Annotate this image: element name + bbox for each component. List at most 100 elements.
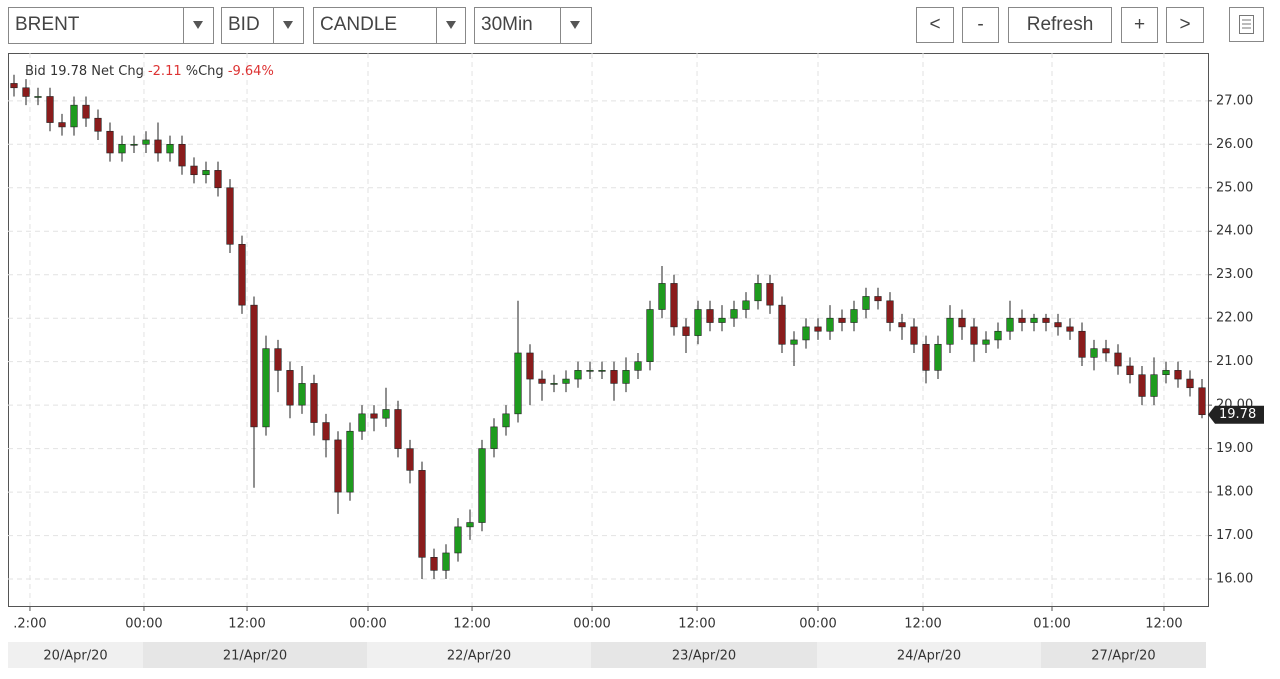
side-label: BID bbox=[228, 14, 260, 35]
candle-body bbox=[1030, 317, 1038, 323]
candle-body bbox=[826, 317, 834, 332]
date-label: 21/Apr/20 bbox=[223, 649, 287, 664]
interval-dropdown[interactable]: 30Min bbox=[474, 7, 592, 44]
candle-body bbox=[118, 143, 126, 154]
y-tick-label: 19.00 bbox=[1216, 441, 1253, 456]
candle-body bbox=[970, 326, 978, 345]
candle-body bbox=[34, 96, 42, 98]
candle-body bbox=[1090, 348, 1098, 358]
candle-body bbox=[790, 339, 798, 345]
candle-body bbox=[1174, 370, 1182, 380]
candle-body bbox=[1126, 365, 1134, 376]
candle-body bbox=[670, 283, 678, 328]
candle-body bbox=[658, 283, 666, 310]
x-tick-label: 01:00 bbox=[1033, 617, 1070, 632]
candle-body bbox=[502, 413, 510, 428]
side-dropdown[interactable]: BID bbox=[221, 7, 304, 44]
candle-body bbox=[10, 83, 18, 89]
nav-button[interactable]: Refresh bbox=[1008, 7, 1112, 43]
net-value: -2.11 bbox=[148, 64, 182, 79]
candle-body bbox=[1066, 326, 1074, 332]
candle-body bbox=[730, 309, 738, 319]
candle-body bbox=[586, 370, 594, 372]
candle-body bbox=[214, 170, 222, 189]
y-tick-label: 18.00 bbox=[1216, 485, 1253, 500]
date-band bbox=[817, 642, 1041, 668]
date-label: 27/Apr/20 bbox=[1091, 649, 1155, 664]
x-tick-label: 00:00 bbox=[573, 617, 610, 632]
button-frame bbox=[916, 7, 954, 43]
plot-area bbox=[8, 53, 1209, 607]
settings-button[interactable] bbox=[1229, 7, 1264, 42]
style-label: CANDLE bbox=[320, 14, 397, 35]
candle-body bbox=[982, 339, 990, 345]
candle-body bbox=[46, 96, 54, 123]
candle-body bbox=[130, 143, 138, 146]
button-frame bbox=[1121, 7, 1158, 43]
candle-body bbox=[742, 300, 750, 310]
candle-body bbox=[526, 352, 534, 380]
candle-body bbox=[550, 383, 558, 385]
button-frame bbox=[1008, 7, 1112, 43]
candle-body bbox=[394, 409, 402, 449]
candle-body bbox=[490, 426, 498, 449]
style-dropdown[interactable]: CANDLE bbox=[313, 7, 466, 44]
candle-body bbox=[346, 430, 354, 493]
candle-body bbox=[898, 322, 906, 328]
candle-body bbox=[874, 296, 882, 302]
nav-button[interactable]: > bbox=[1166, 7, 1204, 43]
x-tick-label: 12:00 bbox=[1145, 617, 1182, 632]
candle-body bbox=[994, 330, 1002, 341]
candle-body bbox=[418, 470, 426, 558]
candle-body bbox=[250, 304, 258, 428]
candle-body bbox=[442, 552, 450, 571]
nav-button[interactable]: < bbox=[916, 7, 954, 43]
candle-body bbox=[1006, 317, 1014, 332]
candle-body bbox=[454, 526, 462, 554]
candle-body bbox=[94, 117, 102, 132]
pct-value: -9.64% bbox=[228, 64, 274, 79]
date-band bbox=[367, 642, 591, 668]
candle-body bbox=[1186, 378, 1194, 389]
last-price-tag bbox=[1208, 405, 1264, 424]
nav-button[interactable]: - bbox=[962, 7, 999, 43]
candle-body bbox=[958, 317, 966, 328]
candle-body bbox=[154, 139, 162, 154]
candle-body bbox=[1018, 317, 1026, 323]
candle-body bbox=[142, 139, 150, 145]
candle-body bbox=[754, 283, 762, 302]
candle-body bbox=[382, 409, 390, 419]
y-tick-label: 24.00 bbox=[1216, 224, 1253, 239]
candle-body bbox=[802, 326, 810, 341]
date-band bbox=[8, 642, 143, 668]
candle-body bbox=[106, 130, 114, 154]
candle-body bbox=[574, 370, 582, 380]
candle-body bbox=[478, 448, 486, 523]
nav-button[interactable]: + bbox=[1121, 7, 1158, 43]
candle-body bbox=[1114, 352, 1122, 367]
candle-body bbox=[82, 104, 90, 119]
x-tick-label: 00:00 bbox=[799, 617, 836, 632]
date-label: 20/Apr/20 bbox=[43, 649, 107, 664]
candle-body bbox=[1054, 322, 1062, 328]
candle-body bbox=[238, 243, 246, 306]
date-label: 23/Apr/20 bbox=[672, 649, 736, 664]
candle-body bbox=[610, 370, 618, 384]
x-tick-label: 12:00 bbox=[904, 617, 941, 632]
date-label: 22/Apr/20 bbox=[447, 649, 511, 664]
candle-body bbox=[298, 383, 306, 406]
bid-label: Bid bbox=[25, 64, 46, 79]
candle-body bbox=[1162, 370, 1170, 376]
candle-body bbox=[1150, 374, 1158, 397]
candle-body bbox=[850, 309, 858, 323]
candle-body bbox=[814, 326, 822, 332]
last-price-label: 19.78 bbox=[1219, 407, 1256, 422]
candle-body bbox=[70, 104, 78, 128]
symbol-dropdown[interactable]: BRENT bbox=[8, 7, 214, 44]
candle-body bbox=[274, 348, 282, 371]
candle-body bbox=[766, 283, 774, 306]
button-label: + bbox=[1134, 14, 1145, 35]
x-tick-label: 00:00 bbox=[349, 617, 386, 632]
candle-body bbox=[706, 309, 714, 323]
